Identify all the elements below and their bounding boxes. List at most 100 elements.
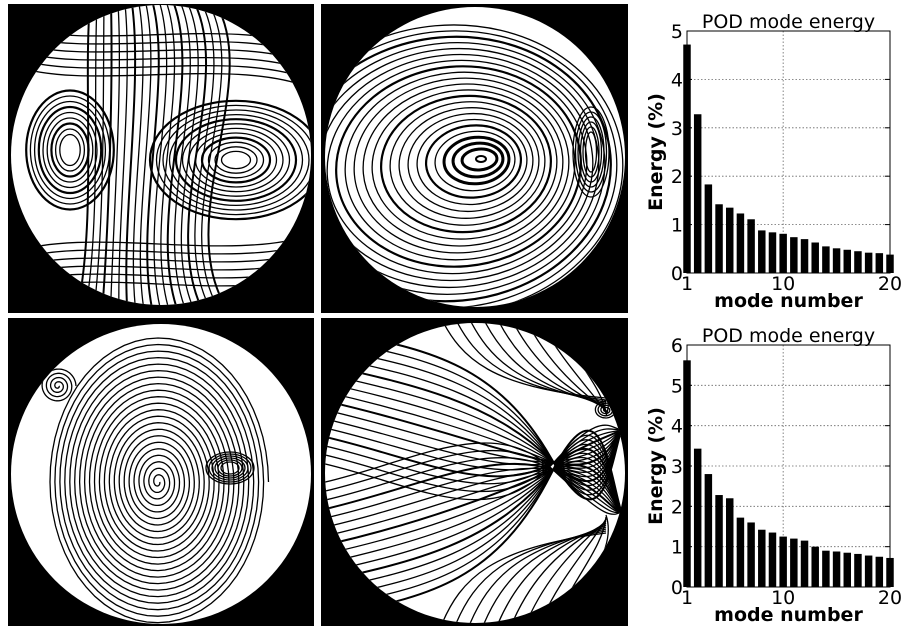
streamline-panel-bottom-middle [321,318,628,626]
bar [800,540,809,587]
bar [758,529,766,587]
streamline [325,464,625,547]
streamline [201,5,223,305]
bar [843,249,852,273]
streamline [325,30,618,307]
streamline [211,455,249,481]
streamline [344,71,576,261]
bar [758,230,766,273]
streamline [59,133,81,167]
streamline [41,368,77,402]
streamline [188,127,284,193]
bar [747,219,755,273]
streamline [148,99,311,221]
streamline [214,146,258,174]
bar [875,253,884,273]
bar [822,550,830,587]
bar [843,552,852,587]
bar [854,251,862,273]
x-tick-label: 1 [681,273,693,295]
streamline [162,109,310,211]
streamline [180,5,199,305]
plot-frame [686,30,891,274]
streamline [54,128,86,172]
streamline [325,442,625,515]
streamline-panel-top-middle [321,4,628,313]
bar [790,538,798,587]
streamline [398,107,540,219]
streamline [371,89,558,240]
streamline [584,131,598,173]
y-tick-label: 6 [671,335,683,357]
streamline [92,5,105,305]
streamline [482,526,607,623]
streamline [579,121,603,183]
streamline [207,5,231,305]
streamline [118,5,128,305]
y-tick-label: 3 [671,456,683,478]
bar [779,536,787,587]
y-tick-label: 4 [671,416,683,438]
streamline [362,83,564,247]
streamline [325,456,625,513]
bar [715,495,723,587]
bar [747,522,755,587]
bar [693,114,702,273]
streamline [166,5,184,305]
streamline [181,123,291,197]
streamline [407,112,534,213]
streamline [160,5,176,305]
streamline-field-top-middle [325,7,625,307]
streamline [380,94,552,234]
streamline [325,462,625,514]
y-tick-label: 4 [671,69,683,91]
chart-title: POD mode energy [702,11,875,33]
streamline [208,453,252,483]
y-tick-label: 0 [671,263,683,285]
streamline-panel-bottom-left [8,318,314,626]
streamline [389,101,546,226]
streamline [325,467,625,538]
bar [811,242,819,273]
bar [693,448,702,587]
y-tick-label: 5 [671,21,683,43]
streamline [220,461,240,475]
bar [779,233,787,273]
streamline [325,390,625,469]
bar [725,207,734,273]
bar [864,555,873,587]
streamline [424,124,523,199]
y-tick-label: 1 [671,537,683,559]
vortex-core [63,142,77,158]
streamline [326,59,588,275]
streamline [325,24,624,307]
x-tick-label: 20 [878,273,902,295]
streamline [510,522,607,623]
streamline [217,459,243,477]
y-tick-label: 2 [671,496,683,518]
bar [832,551,841,587]
streamline [37,105,103,195]
streamline [125,5,137,305]
x-axis-label: mode number [714,604,863,626]
bar [736,517,745,587]
streamline [353,77,570,254]
bar [875,556,884,587]
streamline [572,106,610,198]
streamline [109,5,121,305]
streamline [434,130,516,192]
streamline [325,467,625,520]
bar [768,232,777,273]
x-tick-label: 10 [771,587,795,609]
streamline [325,449,625,514]
x-tick-label: 20 [878,587,902,609]
streamline [84,5,98,305]
bar [725,498,734,587]
streamline [139,5,152,305]
streamline [325,53,594,282]
streamline [220,150,252,170]
streamline [132,5,144,305]
streamline [205,451,255,485]
streamline [451,141,505,179]
